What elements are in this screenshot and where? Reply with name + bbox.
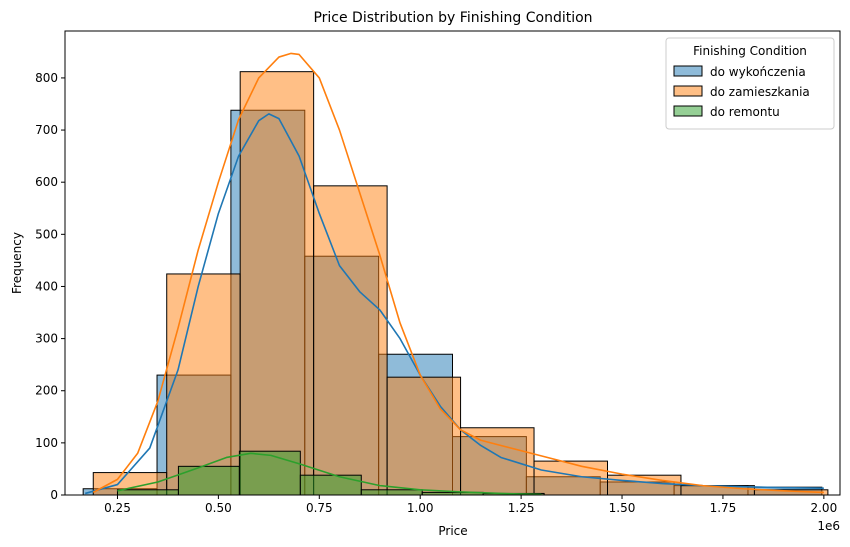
- legend-swatch: [673, 85, 703, 97]
- y-tick-label: 100: [35, 436, 58, 450]
- legend-label: do remontu: [710, 105, 780, 119]
- kde-line-series-0: [84, 113, 824, 495]
- bars-series-1: [92, 71, 829, 496]
- plot-area: [82, 52, 829, 496]
- bars-series-2: [116, 450, 545, 496]
- histogram-bar: [313, 185, 388, 496]
- legend-swatch: [673, 105, 703, 117]
- legend: Finishing Condition do wykończenia do zam…: [665, 37, 835, 130]
- legend-title: Finishing Condition: [693, 44, 807, 58]
- y-tick-label: 300: [35, 332, 58, 346]
- histogram-bar: [177, 465, 240, 496]
- histogram-bar: [239, 71, 315, 496]
- y-tick-label: 700: [35, 123, 58, 137]
- histogram-bar: [166, 273, 241, 496]
- y-tick-label: 500: [35, 227, 58, 241]
- x-tick-label: 0.75: [306, 501, 333, 515]
- x-axis-label: Price: [438, 524, 467, 538]
- x-offset-label: 1e6: [817, 519, 840, 533]
- histogram-bar: [238, 450, 301, 496]
- histogram-bar: [299, 474, 362, 496]
- kde-line-series-1: [92, 52, 824, 494]
- histogram-bar: [116, 489, 179, 496]
- histogram-bar: [386, 376, 462, 496]
- x-tick-label: 1.00: [407, 501, 434, 515]
- y-tick-label: 200: [35, 384, 58, 398]
- plot-frame: [64, 30, 841, 496]
- y-tick-label: 600: [35, 175, 58, 189]
- histogram-bar: [360, 489, 423, 496]
- kde-line-series-2: [117, 452, 542, 495]
- y-tick-label: 400: [35, 279, 58, 293]
- x-axis: 0.25 0.50 0.75 1.00 1.25 1.50 1.75 2.00: [104, 495, 837, 515]
- chart-title: Price Distribution by Finishing Conditio…: [313, 10, 592, 26]
- legend-swatch: [673, 65, 703, 77]
- x-tick-label: 0.25: [104, 501, 131, 515]
- x-tick-label: 2.00: [810, 501, 837, 515]
- legend-label: do zamieszkania: [710, 85, 810, 99]
- x-tick-label: 1.75: [710, 501, 737, 515]
- x-tick-label: 1.25: [508, 501, 535, 515]
- x-tick-label: 1.50: [609, 501, 636, 515]
- y-tick-label: 0: [50, 488, 58, 502]
- y-tick-label: 800: [35, 71, 58, 85]
- x-tick-label: 0.50: [205, 501, 232, 515]
- y-axis-label: Frequency: [10, 232, 24, 294]
- legend-label: do wykończenia: [710, 65, 806, 79]
- y-axis: 0 100 200 300 400 500 600 700 800: [35, 71, 65, 502]
- legend-box: [665, 37, 835, 130]
